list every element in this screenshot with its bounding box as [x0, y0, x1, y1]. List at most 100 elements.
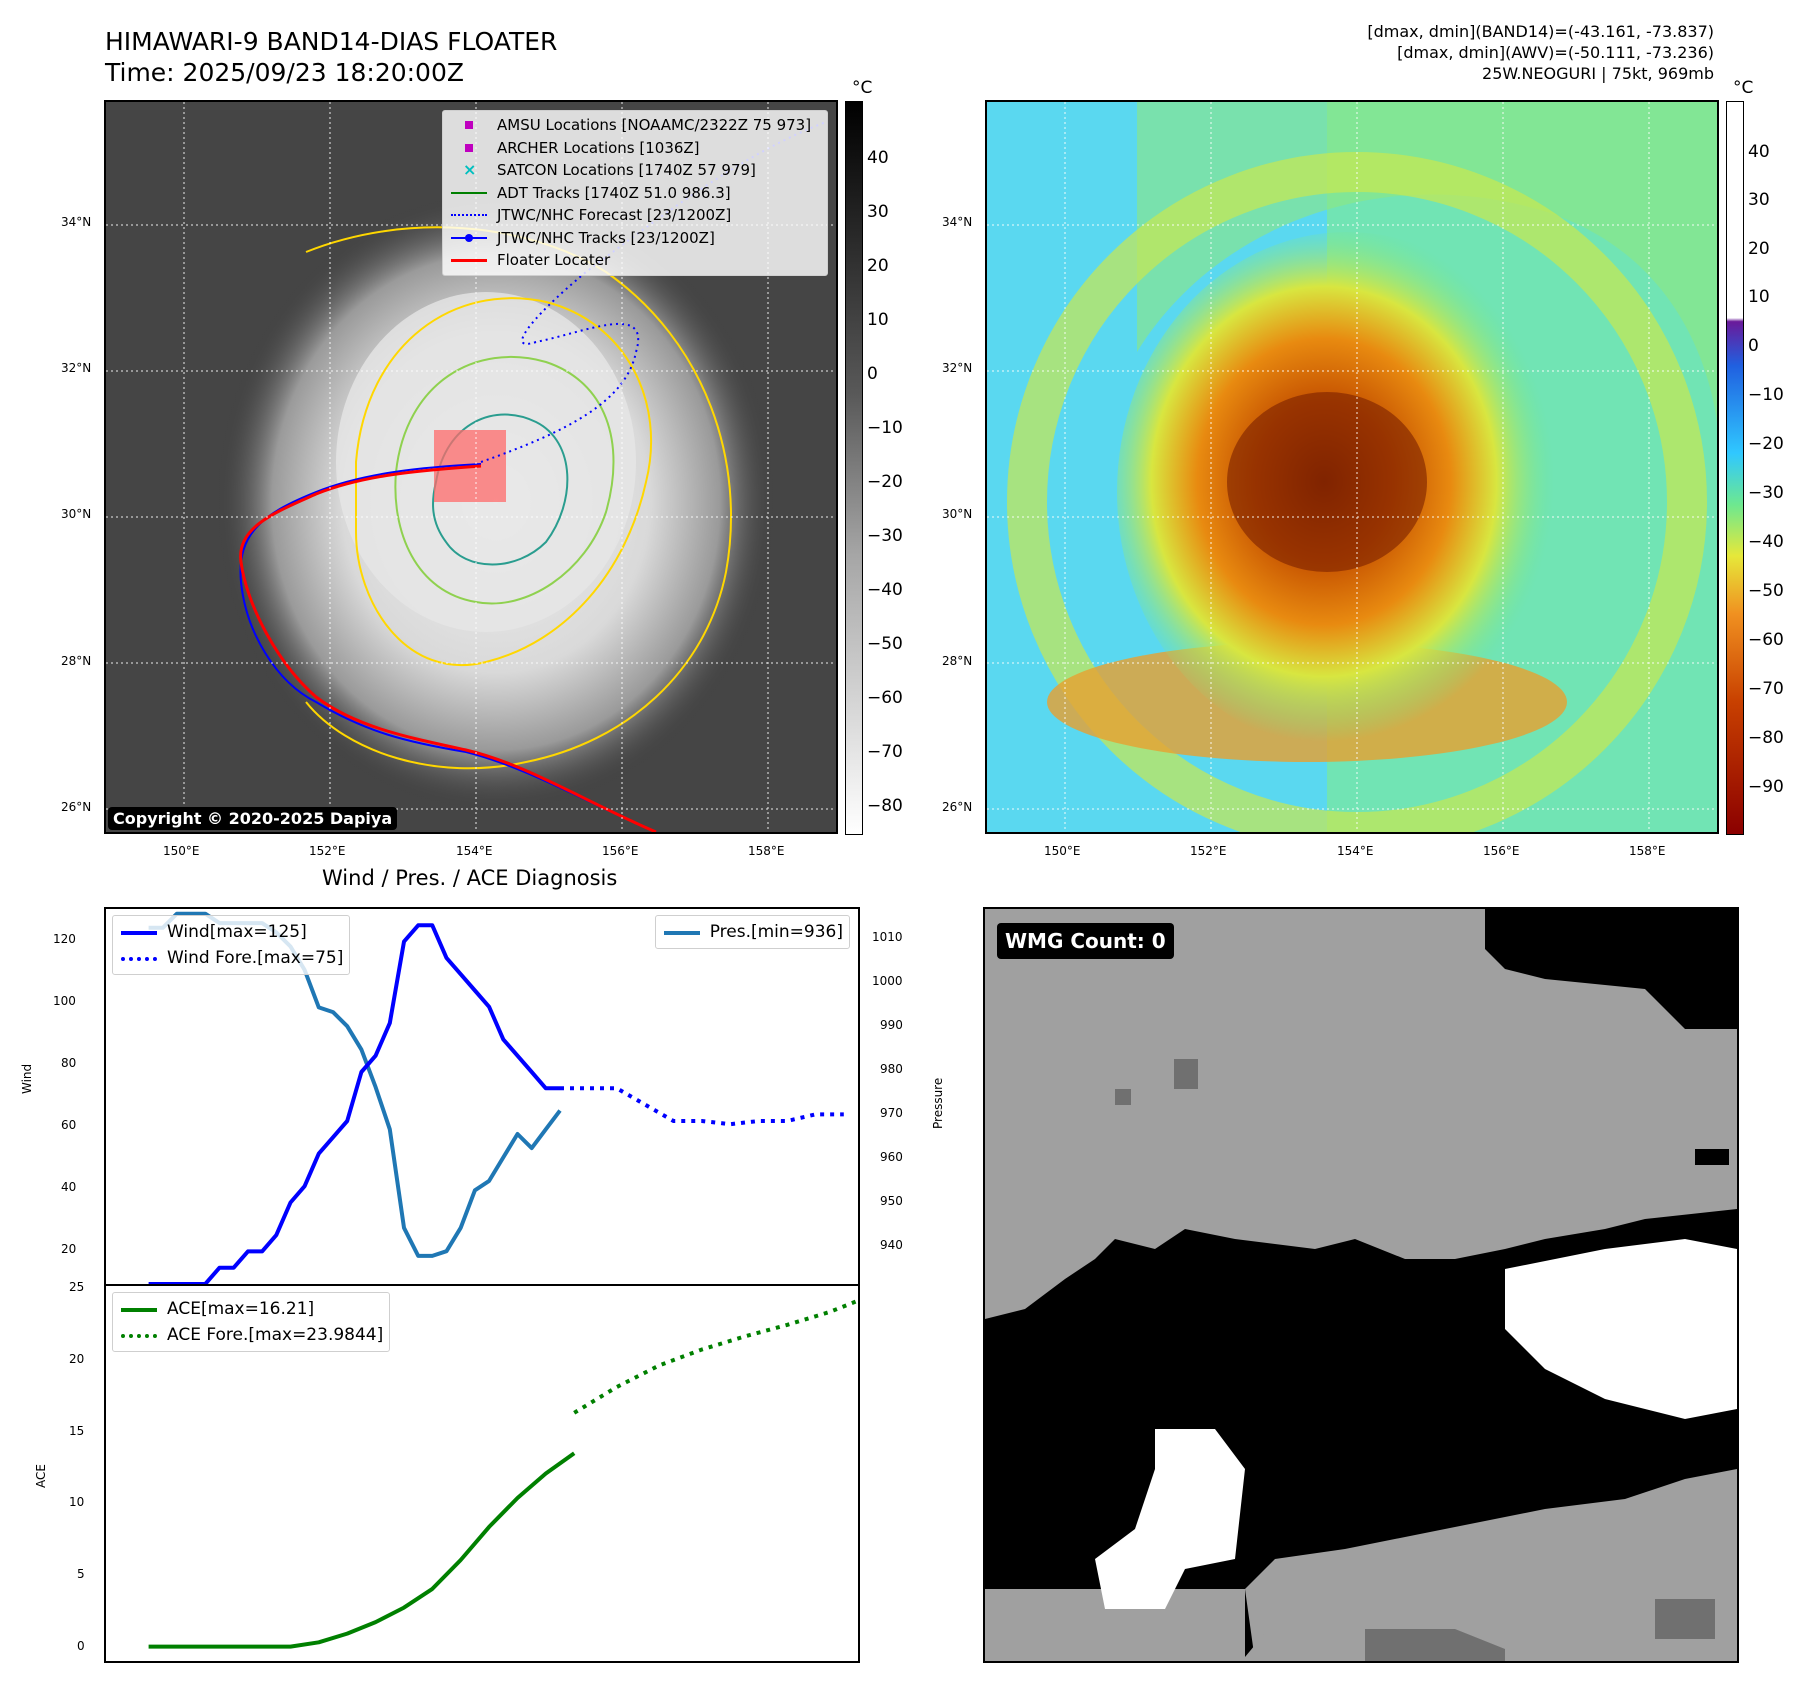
ace-tick: 20	[69, 1352, 85, 1366]
legend-amsu: AMSU Locations [NOAAMC/2322Z 75 973]	[449, 114, 821, 137]
ir-colorbar-tick: −70	[867, 742, 903, 762]
line-icon	[449, 253, 489, 267]
wv-lat-tick: 34°N	[942, 215, 973, 229]
wv-colorbar-tick: 0	[1748, 336, 1759, 356]
square-marker-icon	[449, 118, 489, 132]
ir-colorbar-unit: °C	[852, 78, 873, 98]
ace-tick: 15	[69, 1424, 85, 1438]
ir-colorbar-tick: −80	[867, 796, 903, 816]
wv-lat-tick: 32°N	[942, 361, 973, 375]
line-dot-icon	[449, 231, 489, 245]
pres-tick: 980	[880, 1062, 903, 1076]
wind-tick: 20	[61, 1242, 77, 1256]
wv-colorbar-unit: °C	[1733, 78, 1754, 98]
ir-lat-tick: 30°N	[61, 507, 92, 521]
legend-adt: ADT Tracks [1740Z 51.0 986.3]	[449, 182, 821, 205]
ir-lon-tick: 154°E	[456, 844, 493, 858]
wv-colorbar-tick: −70	[1748, 679, 1784, 699]
pres-tick: 970	[880, 1106, 903, 1120]
legend-tracks: JTWC/NHC Tracks [23/1200Z]	[449, 227, 821, 250]
ir-colorbar-tick: −40	[867, 580, 903, 600]
wv-colorbar-tick: −10	[1748, 385, 1784, 405]
wv-colorbar-tick: 30	[1748, 190, 1770, 210]
copyright-badge: Copyright © 2020-2025 Dapiya	[108, 807, 398, 830]
ir-lon-tick: 150°E	[163, 844, 200, 858]
ir-map-panel: AMSU Locations [NOAAMC/2322Z 75 973] ARC…	[104, 100, 838, 834]
wv-colorbar-tick: −90	[1748, 777, 1784, 797]
pres-tick: 950	[880, 1194, 903, 1208]
wv-colorbar-tick: −50	[1748, 581, 1784, 601]
pres-tick: 940	[880, 1238, 903, 1252]
ir-colorbar-tick: −30	[867, 526, 903, 546]
wind-tick: 100	[53, 994, 76, 1008]
ir-colorbar-tick: 0	[867, 364, 878, 384]
wv-satellite-image	[987, 102, 1717, 832]
wv-colorbar-tick: 20	[1748, 239, 1770, 259]
title-line1: HIMAWARI-9 BAND14-DIAS FLOATER	[105, 27, 558, 56]
wv-lon-tick: 150°E	[1044, 844, 1081, 858]
ir-colorbar-tick: −60	[867, 688, 903, 708]
info-line1: [dmax, dmin](BAND14)=(-43.161, -73.837)	[1367, 22, 1714, 41]
pres-ylabel: Pressure	[931, 1077, 945, 1129]
pres-tick: 990	[880, 1018, 903, 1032]
wv-colorbar-tick: −40	[1748, 532, 1784, 552]
ir-lon-tick: 158°E	[748, 844, 785, 858]
dotted-line-icon	[119, 951, 159, 965]
line-icon	[449, 186, 489, 200]
wmg-count-badge: WMG Count: 0	[997, 923, 1174, 959]
ir-lat-tick: 32°N	[61, 361, 92, 375]
wind-tick: 60	[61, 1118, 77, 1132]
ace-series-line	[148, 1451, 576, 1649]
wv-colorbar-tick: −80	[1748, 728, 1784, 748]
wv-lon-tick: 152°E	[1190, 844, 1227, 858]
wv-colorbar-tick: −30	[1748, 483, 1784, 503]
wv-colorbar-tick: −60	[1748, 630, 1784, 650]
ir-colorbar-tick: −10	[867, 418, 903, 438]
dotted-line-icon	[449, 208, 489, 222]
ir-lon-tick: 156°E	[602, 844, 639, 858]
wv-lat-tick: 30°N	[942, 507, 973, 521]
ir-lon-tick: 152°E	[309, 844, 346, 858]
wv-lon-tick: 158°E	[1629, 844, 1666, 858]
ir-colorbar	[845, 101, 863, 835]
wind-pres-panel: Wind[max=125] Wind Fore.[max=75] Pres.[m…	[104, 907, 860, 1286]
info-line2: [dmax, dmin](AWV)=(-50.111, -73.236)	[1397, 43, 1714, 62]
line-icon	[119, 925, 159, 939]
map-legend: AMSU Locations [NOAAMC/2322Z 75 973] ARC…	[442, 110, 828, 276]
ir-lat-tick: 28°N	[61, 654, 92, 668]
wind-forecast-series-line	[560, 1086, 844, 1127]
ace-plot	[148, 1298, 858, 1649]
wmg-panel: WMG Count: 0	[983, 907, 1739, 1663]
floater-locater-track	[239, 464, 657, 832]
legend-forecast: JTWC/NHC Forecast [23/1200Z]	[449, 204, 821, 227]
ace-ylabel: ACE	[34, 1464, 48, 1488]
dotted-line-icon	[119, 1328, 159, 1342]
ir-lat-tick: 26°N	[61, 800, 92, 814]
pres-tick: 1010	[872, 930, 903, 944]
legend-pres: Pres.[min=936]	[662, 919, 843, 945]
ir-colorbar-tick: 30	[867, 202, 889, 222]
ace-tick: 25	[69, 1280, 85, 1294]
ir-colorbar-tick: 20	[867, 256, 889, 276]
ace-tick: 5	[77, 1567, 85, 1581]
ir-colorbar-tick: −20	[867, 472, 903, 492]
ace-tick: 10	[69, 1495, 85, 1509]
line-icon	[119, 1302, 159, 1316]
wmg-image	[985, 909, 1737, 1661]
legend-floater: Floater Locater	[449, 249, 821, 272]
wind-legend: Wind[max=125] Wind Fore.[max=75]	[112, 915, 351, 975]
ace-tick: 0	[77, 1639, 85, 1653]
ace-forecast-series-line	[573, 1298, 858, 1415]
wind-tick: 80	[61, 1056, 77, 1070]
ir-colorbar-tick: −50	[867, 634, 903, 654]
legend-wind-fore: Wind Fore.[max=75]	[119, 945, 343, 971]
info-line3: 25W.NEOGURI | 75kt, 969mb	[1482, 64, 1714, 83]
square-marker-icon	[449, 141, 489, 155]
wind-ylabel: Wind	[20, 1063, 34, 1094]
ace-panel: ACE[max=16.21] ACE Fore.[max=23.9844]	[104, 1284, 860, 1663]
ir-colorbar-tick: 10	[867, 310, 889, 330]
legend-archer: ARCHER Locations [1036Z]	[449, 137, 821, 160]
ace-legend: ACE[max=16.21] ACE Fore.[max=23.9844]	[112, 1292, 391, 1352]
legend-satcon: × SATCON Locations [1740Z 57 979]	[449, 159, 821, 182]
wind-tick: 40	[61, 1180, 77, 1194]
